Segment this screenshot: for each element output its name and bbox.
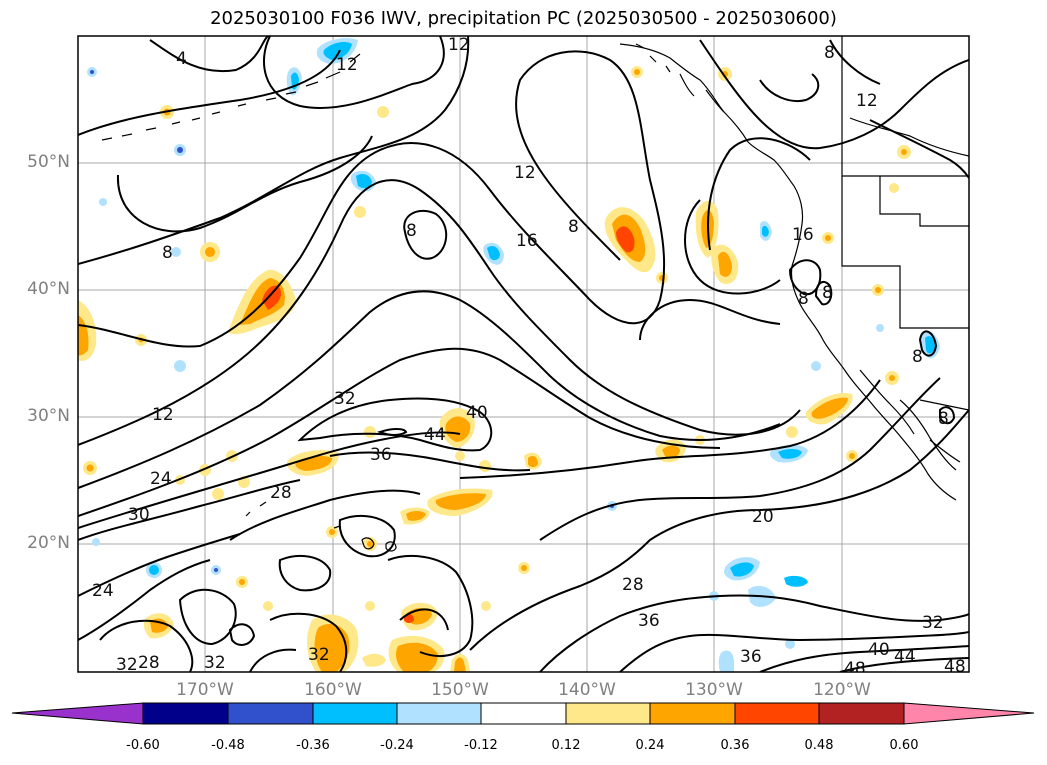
lon-label: 130°W bbox=[685, 680, 743, 700]
contour-label: 4 bbox=[176, 49, 187, 69]
contour-label: 28 bbox=[622, 575, 644, 595]
colorbar-tick: 0.36 bbox=[720, 738, 750, 753]
contour-label: 36 bbox=[370, 445, 392, 465]
contour-label: 8 bbox=[822, 283, 833, 303]
contour-label: 32 bbox=[116, 655, 138, 675]
contour-label: 24 bbox=[150, 469, 172, 489]
contour-label: 28 bbox=[138, 653, 160, 673]
contour-label: 48 bbox=[844, 659, 866, 679]
lon-label: 140°W bbox=[558, 680, 616, 700]
colorbar-bin bbox=[396, 702, 482, 725]
map-background bbox=[78, 36, 969, 672]
contour-label: 44 bbox=[894, 647, 916, 667]
lat-label: 20°N bbox=[27, 533, 70, 553]
map-title: 2025030100 F036 IWV, precipitation PC (2… bbox=[210, 8, 837, 29]
contour-label: 32 bbox=[922, 613, 944, 633]
contour-label: 32 bbox=[334, 389, 356, 409]
contour-label: 12 bbox=[514, 163, 536, 183]
map-frame bbox=[77, 35, 970, 673]
colorbar-tick: -0.60 bbox=[126, 738, 160, 753]
colorbar-bin bbox=[818, 702, 905, 725]
contour-label: 12 bbox=[152, 405, 174, 425]
lon-label: 160°W bbox=[304, 680, 362, 700]
colorbar-tick: -0.36 bbox=[296, 738, 330, 753]
lon-label: 150°W bbox=[431, 680, 489, 700]
contour-label: 8 bbox=[162, 243, 173, 263]
contour-label: 48 bbox=[944, 657, 966, 677]
contour-label: 8 bbox=[568, 217, 579, 237]
contour-label: 12 bbox=[856, 91, 878, 111]
coastline bbox=[101, 36, 969, 552]
lon-label: 170°W bbox=[176, 680, 234, 700]
colorbar-tick: 0.12 bbox=[551, 738, 581, 753]
contour-label: 8 bbox=[798, 289, 809, 309]
colorbar-extend-low bbox=[11, 702, 144, 725]
colorbar-tick: 0.60 bbox=[889, 738, 919, 753]
contour-label: 44 bbox=[424, 425, 446, 445]
contour-label: 8 bbox=[938, 409, 949, 429]
colorbar-bin bbox=[649, 702, 736, 725]
colorbar-tick: -0.12 bbox=[464, 738, 498, 753]
contour-label: 20 bbox=[752, 507, 774, 527]
iwv-contours bbox=[78, 36, 969, 672]
contour-label: 36 bbox=[740, 647, 762, 667]
colorbar-bin bbox=[734, 702, 820, 725]
contour-label: 28 bbox=[270, 483, 292, 503]
colorbar-bin bbox=[142, 702, 229, 725]
colorbar-tick: 0.24 bbox=[635, 738, 665, 753]
contour-label: 32 bbox=[308, 645, 330, 665]
colorbar-tick: 0.48 bbox=[804, 738, 834, 753]
contour-label: 8 bbox=[912, 347, 923, 367]
lat-label: 40°N bbox=[27, 279, 70, 299]
contour-labels: 4 12 12 12 12 8 8 8 8 16 16 8 8 12 32 40… bbox=[92, 35, 966, 679]
contour-label: 32 bbox=[204, 653, 226, 673]
colorbar-bin bbox=[227, 702, 314, 725]
contour-label: 8 bbox=[406, 221, 417, 241]
contour-label: 16 bbox=[792, 225, 814, 245]
colorbar-extend-high bbox=[903, 702, 1035, 725]
contour-label: 30 bbox=[128, 505, 150, 525]
colorbar-bin bbox=[565, 702, 651, 725]
lon-label: 120°W bbox=[813, 680, 871, 700]
contour-label: 40 bbox=[868, 640, 890, 660]
contour-label: 12 bbox=[448, 35, 470, 55]
contour-label: 36 bbox=[638, 611, 660, 631]
contour-label: 8 bbox=[824, 43, 835, 63]
colorbar-tick: -0.24 bbox=[380, 738, 414, 753]
colorbar-bin bbox=[312, 702, 398, 725]
colorbar-bin bbox=[480, 702, 567, 725]
colorbar bbox=[11, 702, 1035, 725]
contour-label: 12 bbox=[336, 55, 358, 75]
contour-label: 16 bbox=[516, 231, 538, 251]
lat-label: 30°N bbox=[27, 406, 70, 426]
contour-label: 40 bbox=[466, 403, 488, 423]
colorbar-tick: -0.48 bbox=[211, 738, 245, 753]
lat-label: 50°N bbox=[27, 152, 70, 172]
contour-label: 24 bbox=[92, 581, 114, 601]
